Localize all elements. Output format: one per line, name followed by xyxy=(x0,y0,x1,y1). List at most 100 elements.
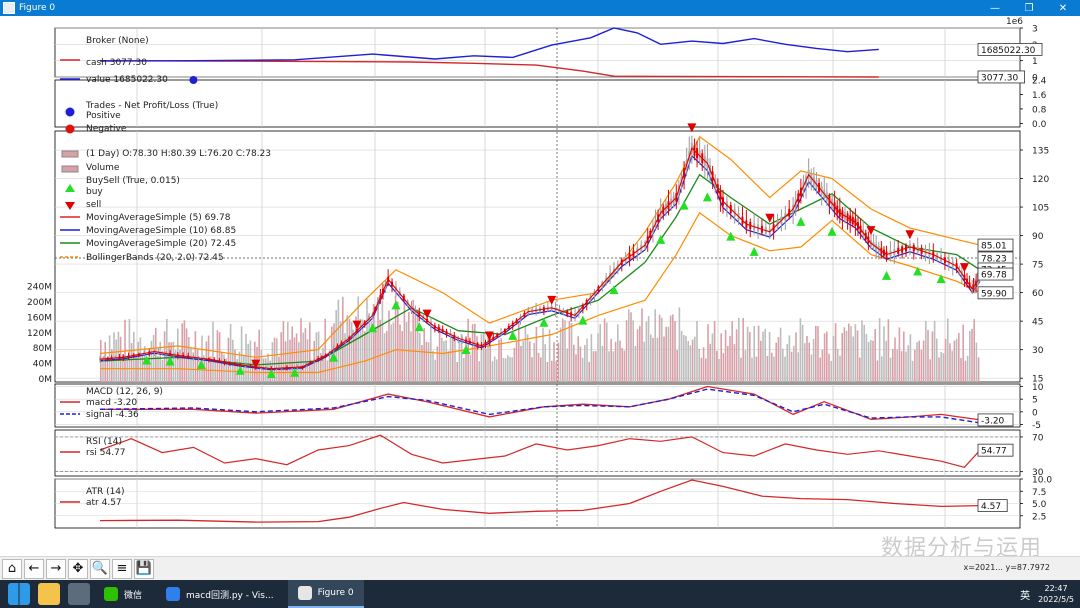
macd-macd-line xyxy=(100,385,981,421)
volume-bar xyxy=(518,321,520,382)
macd-last-label: -3.20 xyxy=(981,416,1005,426)
zoom-button[interactable]: 🔍 xyxy=(90,558,110,579)
taskbar-app-vscode[interactable]: macd回测.py - Vis... xyxy=(156,580,284,608)
volume-bar xyxy=(636,329,639,382)
volume-bar xyxy=(579,346,582,382)
volume-bar xyxy=(911,360,914,382)
volume-bar xyxy=(542,327,544,382)
taskbar-app-figure[interactable]: Figure 0 xyxy=(287,580,364,608)
volume-bar xyxy=(826,331,828,382)
volume-bar xyxy=(493,356,496,382)
volume-bar xyxy=(883,326,885,382)
volume-bar xyxy=(276,338,278,382)
volume-bar xyxy=(966,355,969,382)
sell-marker xyxy=(959,263,969,273)
volume-bar xyxy=(355,316,357,382)
volume-bar xyxy=(416,309,419,382)
taskbar-app-wechat[interactable]: 微信 xyxy=(94,580,152,608)
volume-bar xyxy=(667,326,670,382)
volume-bar xyxy=(645,321,648,382)
volume-bar xyxy=(687,341,689,382)
volume-bar xyxy=(700,357,703,382)
save-figure-button[interactable]: 💾 xyxy=(134,558,154,579)
matplotlib-figure[interactable]: 01230.00.81.62.4153045607590105120135-50… xyxy=(0,16,1080,556)
volume-bar xyxy=(881,356,883,382)
volume-bar xyxy=(795,332,797,382)
volume-bar xyxy=(498,339,500,382)
volume-bar xyxy=(146,358,148,382)
volume-bar xyxy=(944,338,947,382)
atr-legend-atr: atr 4.57 xyxy=(86,498,122,508)
close-button[interactable]: ✕ xyxy=(1058,2,1068,14)
volume-bar xyxy=(361,319,364,382)
volume-bar xyxy=(900,351,903,382)
system-tray: 英 22:47 2022/5/5 xyxy=(1014,580,1074,608)
price-ytick-label: 120 xyxy=(1032,175,1049,185)
volume-bar xyxy=(894,337,896,382)
maximize-button[interactable]: ❐ xyxy=(1024,2,1034,14)
buy-marker xyxy=(796,216,806,226)
volume-bar xyxy=(806,335,808,382)
volume-bar xyxy=(370,321,373,382)
clock-date: 2022/5/5 xyxy=(1038,595,1074,604)
volume-bar xyxy=(916,342,918,382)
volume-bar xyxy=(443,341,445,382)
volume-bar xyxy=(872,340,874,382)
volume-bar xyxy=(111,349,113,382)
forward-button[interactable]: → xyxy=(46,558,66,579)
volume-bar xyxy=(834,323,837,382)
taskbar-app-label: macd回测.py - Vis... xyxy=(186,590,274,601)
volume-bar xyxy=(247,343,249,382)
volume-bar xyxy=(161,359,164,382)
home-button[interactable]: ⌂ xyxy=(2,558,22,579)
volume-bar xyxy=(397,301,399,382)
volume-bar xyxy=(117,331,120,382)
volume-bar xyxy=(350,322,353,382)
volume-bar xyxy=(150,340,153,382)
volume-bar xyxy=(843,327,846,382)
volume-bar xyxy=(377,297,379,382)
price-legend-item: sell xyxy=(86,200,101,210)
buy-marker xyxy=(726,231,736,241)
volume-bar xyxy=(480,334,483,382)
taskbar-clock[interactable]: 22:47 2022/5/5 xyxy=(1038,583,1074,605)
volume-bar xyxy=(564,320,566,382)
volume-bar xyxy=(951,350,953,382)
volume-bar xyxy=(975,342,978,382)
buy-marker xyxy=(827,226,837,236)
store-icon[interactable] xyxy=(68,583,90,605)
volume-bar xyxy=(390,324,392,382)
broker-panel-frame xyxy=(54,27,1021,78)
back-button[interactable]: ← xyxy=(24,558,44,579)
sell-marker xyxy=(547,295,557,305)
volume-bar xyxy=(236,359,238,382)
volume-bar xyxy=(749,332,751,382)
broker-ytick-label: 1 xyxy=(1032,57,1038,67)
trades-panel-frame xyxy=(54,79,1021,128)
last-label-bb-lower-frame xyxy=(977,286,1014,300)
volume-bar xyxy=(524,326,527,382)
windows-start-icon[interactable] xyxy=(8,583,30,605)
volume-bar xyxy=(832,335,835,382)
volume-bar xyxy=(383,333,386,382)
macd-legend-title: MACD (12, 26, 9) xyxy=(86,387,163,397)
configure-subplots-button[interactable]: ≡ xyxy=(112,558,132,579)
ime-indicator[interactable]: 英 xyxy=(1020,590,1031,602)
volume-bar xyxy=(232,339,234,382)
volume-bar xyxy=(181,323,183,382)
volume-bar xyxy=(940,351,942,382)
volume-bar xyxy=(205,341,208,382)
minimize-button[interactable]: — xyxy=(990,2,1000,14)
volume-bar xyxy=(793,345,795,382)
volume-bar xyxy=(454,339,456,382)
volume-bar xyxy=(434,359,436,382)
file-explorer-icon[interactable] xyxy=(38,583,60,605)
volume-bar xyxy=(427,342,430,382)
price-ytick-label: 135 xyxy=(1032,147,1049,157)
chart-canvas[interactable]: 01230.00.81.62.4153045607590105120135-50… xyxy=(0,16,1080,556)
volume-bar xyxy=(731,321,733,382)
pan-button[interactable]: ✥ xyxy=(68,558,88,579)
volume-bar xyxy=(746,326,749,382)
volume-bar xyxy=(280,332,282,382)
volume-bar xyxy=(379,319,381,382)
